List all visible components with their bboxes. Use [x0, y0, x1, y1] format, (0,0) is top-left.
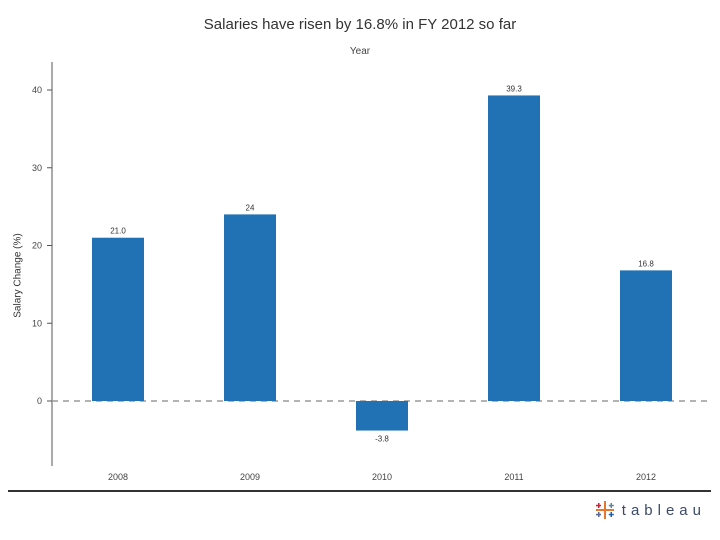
tableau-logo-icon [595, 501, 614, 519]
x-tick-label-2009: 2009 [240, 472, 260, 482]
bar-2010[interactable] [356, 401, 408, 431]
bar-2008[interactable] [92, 237, 144, 401]
tableau-logo-text: tableau [621, 501, 706, 519]
bars [92, 95, 672, 431]
data-label-2008: 21.0 [110, 227, 126, 236]
x-tick-label-2012: 2012 [636, 472, 656, 482]
data-label-2011: 39.3 [506, 84, 522, 93]
bar-2011[interactable] [488, 95, 540, 401]
x-tick-label-2010: 2010 [372, 472, 392, 482]
tableau-logo: tableau [594, 498, 706, 522]
y-tick-label: 20 [32, 241, 42, 251]
y-tick-label: 0 [37, 396, 42, 406]
bar-2012[interactable] [620, 270, 672, 401]
data-label-2010: -3.8 [375, 435, 389, 444]
chart-subtitle: Year [349, 46, 371, 57]
y-tick-label: 10 [32, 318, 42, 328]
data-label-2009: 24 [246, 203, 255, 212]
x-tick-label-2011: 2011 [504, 472, 523, 482]
y-tick-label: 30 [32, 163, 42, 173]
chart-title: Salaries have risen by 16.8% in FY 2012 … [203, 16, 517, 33]
y-tick-label: 40 [32, 85, 42, 95]
data-label-2012: 16.8 [638, 259, 654, 268]
x-tick-label-2008: 2008 [108, 472, 128, 482]
bar-2009[interactable] [224, 214, 276, 401]
footer-divider [8, 490, 711, 492]
labels: 21.0 2008 24 2009 -3.8 2010 39.3 2011 16.8 2012 [108, 84, 656, 482]
